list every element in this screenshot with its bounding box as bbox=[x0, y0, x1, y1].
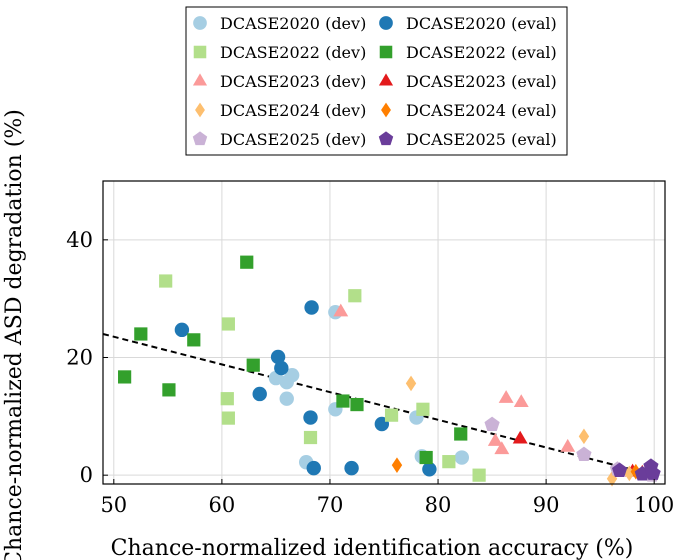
legend-marker bbox=[193, 16, 207, 30]
x-tick-label: 70 bbox=[317, 493, 344, 517]
data-point bbox=[221, 411, 235, 425]
data-point bbox=[487, 433, 503, 446]
data-point bbox=[333, 303, 349, 317]
data-point bbox=[624, 465, 635, 482]
series-6 bbox=[405, 375, 635, 487]
legend-label: DCASE2025 (eval) bbox=[406, 130, 557, 149]
series-0 bbox=[268, 305, 470, 470]
data-point bbox=[422, 462, 437, 477]
x-tick-label: 80 bbox=[425, 493, 452, 517]
data-point bbox=[416, 402, 430, 416]
y-axis-label: Chance-normalized ASD degradation (%) bbox=[2, 109, 27, 560]
data-point bbox=[246, 358, 260, 372]
data-point bbox=[220, 392, 234, 406]
data-point bbox=[391, 457, 403, 473]
data-point bbox=[344, 460, 359, 476]
legend-label: DCASE2025 (dev) bbox=[220, 130, 366, 149]
data-point bbox=[174, 322, 190, 338]
series-4 bbox=[333, 303, 576, 455]
data-point bbox=[303, 410, 318, 425]
series-9 bbox=[612, 458, 661, 481]
legend-marker bbox=[379, 45, 393, 59]
data-point bbox=[348, 289, 362, 303]
axis-ticks: 50 60 70 80 90 100 0 20 40 bbox=[66, 228, 674, 517]
x-tick-label: 100 bbox=[634, 493, 674, 517]
data-point bbox=[513, 394, 529, 408]
y-tick-label: 0 bbox=[80, 463, 93, 487]
data-point bbox=[560, 438, 576, 452]
x-tick-label: 50 bbox=[100, 493, 127, 517]
legend-label: DCASE2023 (dev) bbox=[220, 72, 366, 91]
data-point bbox=[419, 450, 433, 465]
data-point bbox=[494, 441, 510, 455]
data-point bbox=[336, 394, 350, 408]
grid-lines bbox=[103, 181, 665, 484]
legend-label: DCASE2020 (dev) bbox=[220, 14, 366, 33]
data-point bbox=[512, 430, 528, 444]
data-point bbox=[576, 446, 592, 462]
y-tick-label: 20 bbox=[66, 346, 93, 370]
legend-label: DCASE2024 (eval) bbox=[406, 101, 557, 120]
data-point bbox=[134, 327, 148, 341]
data-point bbox=[221, 317, 235, 331]
axes-frame bbox=[102, 180, 666, 485]
x-axis-label: Chance-normalized identification accurac… bbox=[111, 536, 634, 560]
data-point bbox=[472, 468, 486, 482]
x-tick-label: 60 bbox=[209, 493, 236, 517]
data-point bbox=[454, 450, 470, 465]
data-point bbox=[240, 255, 254, 269]
data-point bbox=[252, 386, 267, 402]
series-2 bbox=[159, 274, 486, 482]
data-point bbox=[405, 375, 417, 392]
data-point bbox=[578, 428, 590, 445]
data-point bbox=[384, 408, 399, 422]
data-point bbox=[279, 391, 294, 406]
data-point bbox=[187, 333, 201, 347]
legend: DCASE2020 (dev) DCASE2020 (eval) DCASE2022… bbox=[185, 6, 568, 156]
data-points bbox=[118, 255, 661, 487]
data-point bbox=[274, 360, 289, 376]
data-point bbox=[442, 455, 456, 469]
data-point bbox=[303, 430, 318, 445]
data-point bbox=[284, 367, 300, 383]
legend-label: DCASE2023 (eval) bbox=[406, 72, 557, 91]
legend-marker bbox=[381, 102, 391, 118]
y-tick-label: 40 bbox=[66, 228, 93, 252]
data-point bbox=[606, 470, 618, 487]
legend-box bbox=[185, 6, 568, 156]
legend-marker bbox=[379, 16, 393, 30]
data-point bbox=[304, 300, 319, 315]
data-point bbox=[498, 390, 514, 403]
data-point bbox=[118, 370, 132, 384]
data-point bbox=[612, 462, 628, 477]
trend-line bbox=[102, 333, 655, 477]
legend-marker bbox=[192, 131, 208, 146]
legend-label: DCASE2020 (eval) bbox=[406, 14, 557, 33]
data-point bbox=[484, 416, 500, 432]
legend-marker bbox=[193, 45, 207, 59]
legend-marker bbox=[378, 73, 394, 86]
data-point bbox=[306, 460, 321, 476]
data-point bbox=[159, 274, 173, 288]
legend-marker bbox=[192, 73, 208, 86]
data-point bbox=[645, 465, 661, 480]
legend-label: DCASE2022 (eval) bbox=[406, 43, 557, 62]
series-1 bbox=[174, 300, 437, 477]
trend-line-group bbox=[102, 333, 655, 477]
data-point bbox=[270, 349, 286, 365]
legend-marker bbox=[195, 102, 205, 118]
legend-label: DCASE2024 (dev) bbox=[220, 101, 366, 120]
legend-label: DCASE2022 (dev) bbox=[220, 43, 366, 62]
x-tick-label: 90 bbox=[533, 493, 560, 517]
data-point bbox=[350, 397, 364, 412]
data-point bbox=[162, 383, 176, 397]
legend-marker bbox=[378, 131, 394, 146]
series-3 bbox=[118, 255, 468, 465]
data-point bbox=[454, 427, 468, 441]
